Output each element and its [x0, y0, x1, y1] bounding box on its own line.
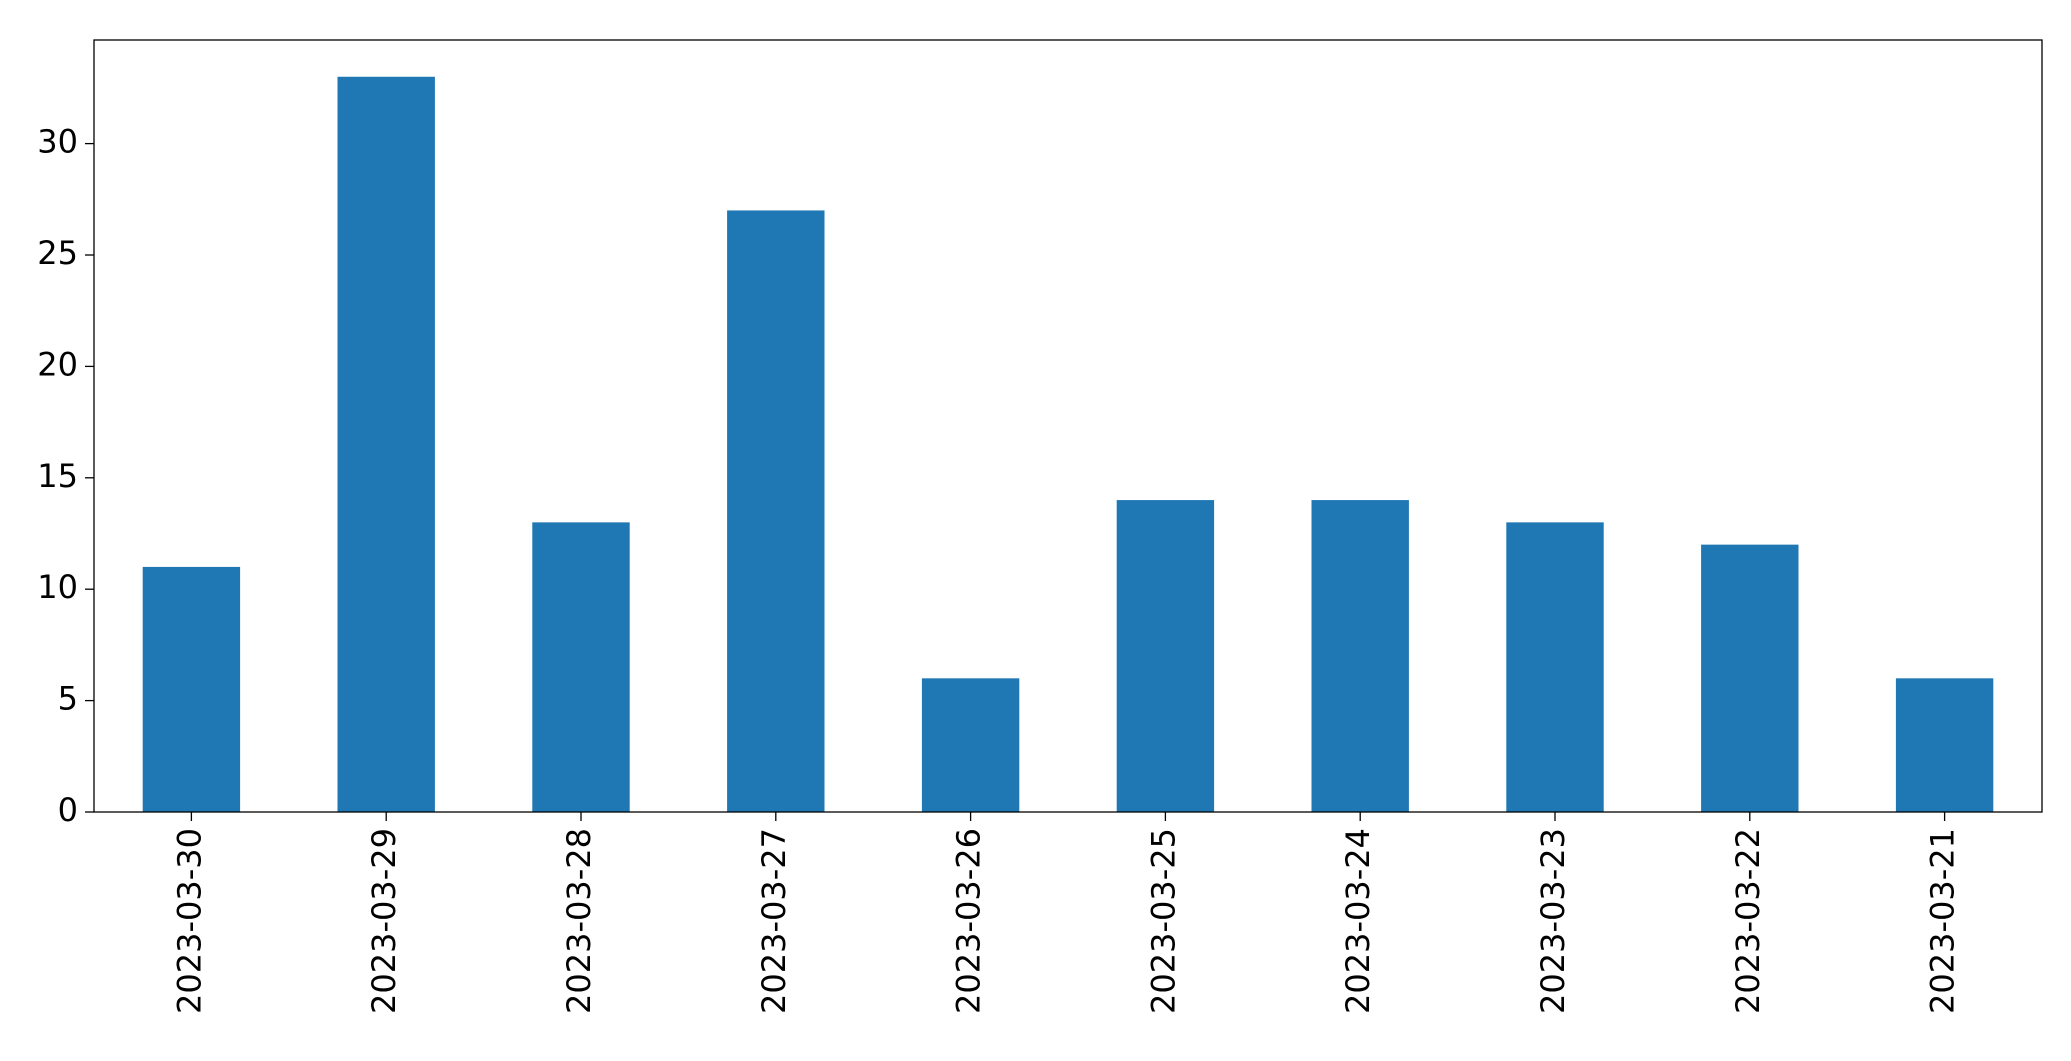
- bar: [337, 76, 435, 812]
- x-tick-label: 2023-03-21: [1924, 828, 1962, 1014]
- bar: [1311, 500, 1409, 812]
- bar: [727, 210, 825, 813]
- y-tick-label: 30: [37, 123, 78, 161]
- x-tick-label: 2023-03-24: [1339, 828, 1377, 1014]
- bar: [1895, 678, 1994, 812]
- x-tick-label: 2023-03-28: [560, 828, 598, 1014]
- y-tick-label: 5: [58, 680, 78, 718]
- bar: [1116, 500, 1215, 812]
- bar: [532, 522, 630, 812]
- x-tick-label: 2023-03-26: [950, 828, 988, 1014]
- y-tick-label: 25: [37, 234, 78, 272]
- y-tick-label: 20: [37, 345, 78, 383]
- x-tick-label: 2023-03-30: [170, 828, 208, 1014]
- y-tick-label: 10: [37, 568, 78, 606]
- bar: [1506, 522, 1604, 812]
- x-tick-label: 2023-03-29: [365, 828, 403, 1014]
- y-tick-label: 0: [58, 791, 78, 829]
- x-tick-label: 2023-03-25: [1144, 828, 1182, 1014]
- x-tick-label: 2023-03-22: [1729, 828, 1767, 1014]
- bar: [921, 678, 1020, 812]
- x-tick-label: 2023-03-23: [1534, 828, 1572, 1014]
- x-tick-label: 2023-03-27: [755, 828, 793, 1014]
- bar: [142, 566, 241, 812]
- bar: [1701, 544, 1799, 812]
- plot-frame: [93, 39, 2043, 813]
- y-tick-label: 15: [37, 457, 78, 495]
